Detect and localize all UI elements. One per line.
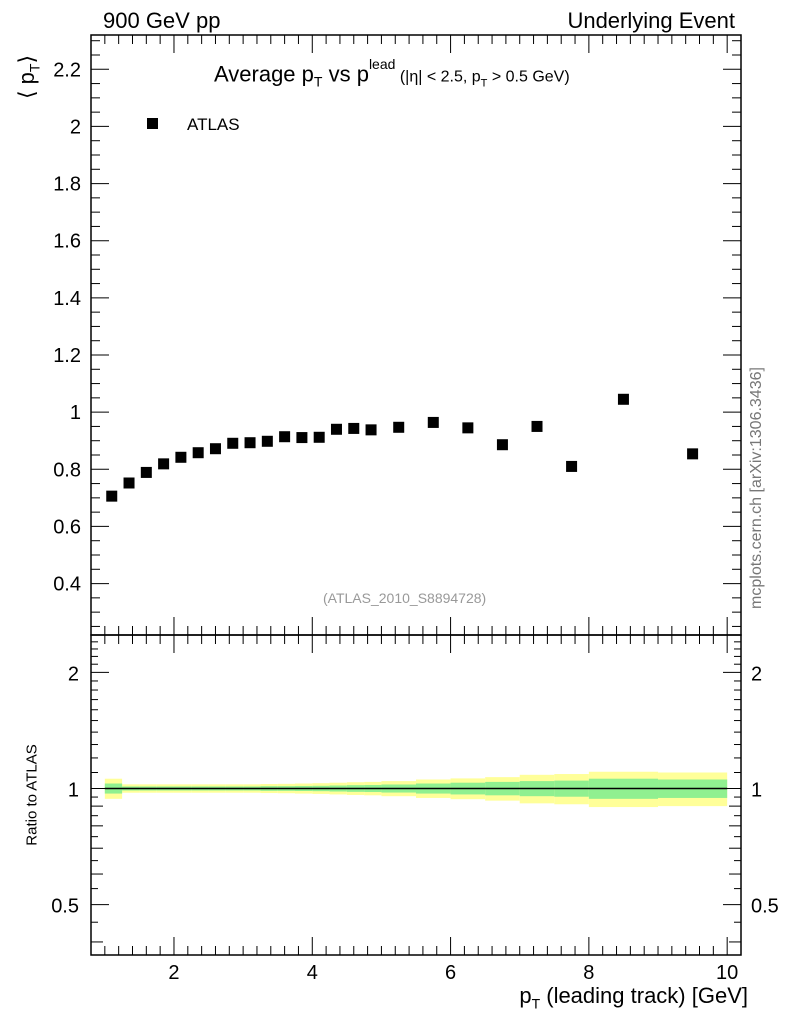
atlas-point	[330, 423, 342, 435]
atlas-point	[227, 437, 239, 449]
legend-marker	[147, 118, 158, 129]
atlas-point	[531, 420, 543, 432]
atlas-point	[106, 490, 118, 502]
atlas-point	[140, 466, 152, 478]
atlas-data-points	[106, 393, 699, 502]
main-y-tick-label: 2	[70, 116, 81, 138]
ratio-y-axis: 0.5 0.5 1 1 2 2	[51, 641, 779, 943]
main-y-tick-label: 1.6	[53, 231, 81, 253]
x-tick-label: 10	[716, 962, 738, 984]
main-y-tick-label: 0.4	[53, 574, 81, 596]
ratio-plot-frame	[90, 634, 742, 956]
main-y-tick-label: 2.2	[53, 59, 81, 81]
header-right-label: Underlying Event	[567, 8, 735, 33]
ratio-y-tick-label-left: 0.5	[51, 896, 79, 918]
atlas-point	[365, 424, 377, 436]
main-y-axis: 0.4 0.6 0.8 1 1.2 1.4 1.6 1.8 2 2.2	[53, 40, 741, 627]
atlas-point	[348, 422, 360, 434]
atlas-point	[192, 447, 204, 459]
atlas-point	[427, 416, 439, 428]
main-x-ticks	[104, 35, 728, 635]
ratio-y-tick-label-right: 2	[751, 663, 762, 685]
atlas-point	[617, 393, 629, 405]
atlas-point	[313, 431, 325, 443]
atlas-point	[462, 422, 474, 434]
atlas-point	[279, 431, 291, 443]
main-y-tick-label: 0.8	[53, 459, 81, 481]
atlas-point	[123, 477, 135, 489]
ratio-uncertainty-bands	[104, 771, 728, 808]
atlas-point	[244, 437, 256, 449]
ratio-y-tick-label-right: 1	[751, 779, 762, 801]
ratio-x-axis: 2 4 6 8 10	[104, 635, 738, 984]
main-y-tick-label: 0.6	[53, 516, 81, 538]
x-tick-label: 2	[168, 962, 179, 984]
atlas-point	[175, 451, 187, 463]
ratio-y-tick-label-right: 0.5	[751, 896, 779, 918]
atlas-point	[296, 432, 308, 444]
chart-title: Average pT vs plead (|η| < 2.5, pT > 0.5…	[214, 56, 570, 90]
atlas-point	[261, 435, 273, 447]
ratio-frame-box	[90, 634, 742, 956]
header-left-label: 900 GeV pp	[103, 8, 221, 33]
ratio-y-axis-label: Ratio to ATLAS	[23, 744, 41, 846]
atlas-point	[687, 448, 699, 460]
main-y-tick-label: 1	[70, 402, 81, 424]
x-tick-label: 8	[583, 962, 594, 984]
main-y-tick-label: 1.8	[53, 174, 81, 196]
main-y-tick-label: 1.2	[53, 345, 81, 367]
x-tick-label: 4	[307, 962, 318, 984]
ratio-y-tick-label-left: 1	[68, 779, 79, 801]
atlas-point	[393, 421, 405, 433]
atlas-point	[496, 439, 508, 451]
x-axis-label: pT (leading track) [GeV]	[519, 983, 748, 1012]
atlas-point	[566, 460, 578, 472]
atlas-point	[158, 458, 170, 470]
main-y-axis-label: ⟨ pT⟩	[14, 54, 43, 100]
ratio-y-tick-label-left: 2	[68, 663, 79, 685]
legend-label: ATLAS	[187, 115, 240, 134]
main-y-tick-label: 1.4	[53, 288, 81, 310]
side-label: mcplots.cern.ch [arXiv:1306.3436]	[748, 367, 765, 609]
analysis-annotation: (ATLAS_2010_S8894728)	[323, 590, 487, 606]
x-tick-label: 6	[445, 962, 456, 984]
atlas-point	[209, 443, 221, 455]
